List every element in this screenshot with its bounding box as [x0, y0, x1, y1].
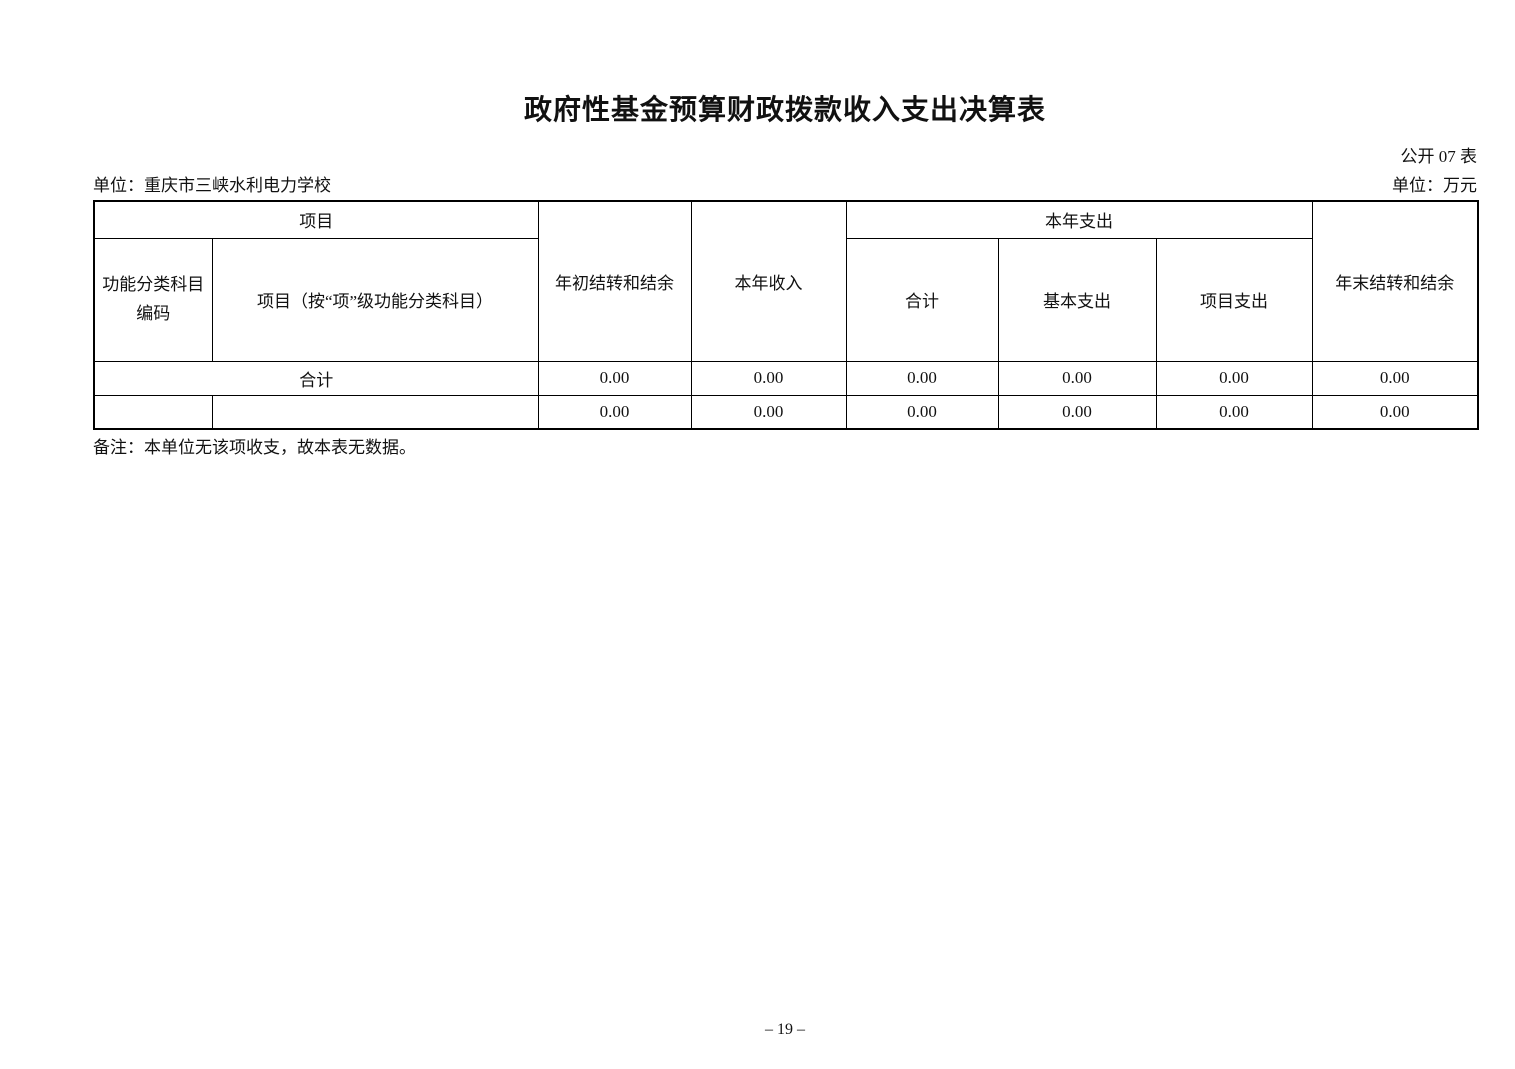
unit-name-label: 单位：重庆市三峡水利电力学校 [93, 176, 331, 195]
header-project-item: 项目（按“项”级功能分类科目） [211, 237, 539, 362]
total-project-expense-cell: 0.00 [1155, 360, 1313, 396]
header-current-income: 本年收入 [690, 200, 847, 362]
table-row-total: 合计 0.00 0.00 0.00 0.00 0.00 0.00 [93, 360, 1479, 396]
total-basic-expense-cell: 0.00 [997, 360, 1157, 396]
table-header-row-1: 项目 年初结转和结余 本年收入 本年支出 年末结转和结余 [93, 200, 1479, 362]
unit-line: 单位：重庆市三峡水利电力学校 单位：万元 [93, 175, 1477, 197]
detail-func-code-cell [93, 394, 213, 430]
header-current-expense-group: 本年支出 [845, 200, 1313, 239]
doc-ref-label: 公开 07 表 [1400, 147, 1478, 166]
header-project-expense: 项目支出 [1155, 237, 1313, 362]
header-func-code-line1: 功能分类科目 [102, 274, 205, 294]
total-begin-balance-cell: 0.00 [537, 360, 692, 396]
header-project-group: 项目 [93, 200, 539, 239]
total-end-balance-cell: 0.00 [1311, 360, 1479, 396]
unit-measure-label: 单位：万元 [1392, 176, 1477, 195]
header-end-balance: 年末结转和结余 [1311, 200, 1479, 362]
header-func-code: 功能分类科目 编码 [93, 237, 213, 362]
table-header-row-2: 功能分类科目 编码 项目（按“项”级功能分类科目） 合计 基本支出 项目支出 [93, 237, 1478, 362]
detail-basic-expense-cell: 0.00 [997, 394, 1157, 430]
total-current-income-cell: 0.00 [690, 360, 847, 396]
total-expense-total-cell: 0.00 [845, 360, 999, 396]
detail-begin-balance-cell: 0.00 [537, 394, 692, 430]
detail-expense-total-cell: 0.00 [845, 394, 999, 430]
page-number: – 19 – [765, 1021, 805, 1038]
table-row-detail: 0.00 0.00 0.00 0.00 0.00 0.00 [93, 394, 1479, 430]
total-row-label: 合计 [93, 360, 539, 396]
footnote: 备注：本单位无该项收支，故本表无数据。 [93, 438, 416, 457]
header-expense-total: 合计 [845, 237, 999, 362]
fund-budget-table: 项目 年初结转和结余 本年收入 本年支出 年末结转和结余 功能分类科目 编码 项… [93, 200, 1479, 430]
detail-end-balance-cell: 0.00 [1311, 394, 1479, 430]
detail-current-income-cell: 0.00 [690, 394, 847, 430]
header-basic-expense: 基本支出 [997, 237, 1157, 362]
header-begin-balance: 年初结转和结余 [537, 200, 692, 362]
header-func-code-line2: 编码 [136, 303, 171, 323]
detail-project-expense-cell: 0.00 [1155, 394, 1313, 430]
detail-project-item-cell [211, 394, 539, 430]
page-title: 政府性基金预算财政拨款收入支出决算表 [523, 95, 1046, 126]
